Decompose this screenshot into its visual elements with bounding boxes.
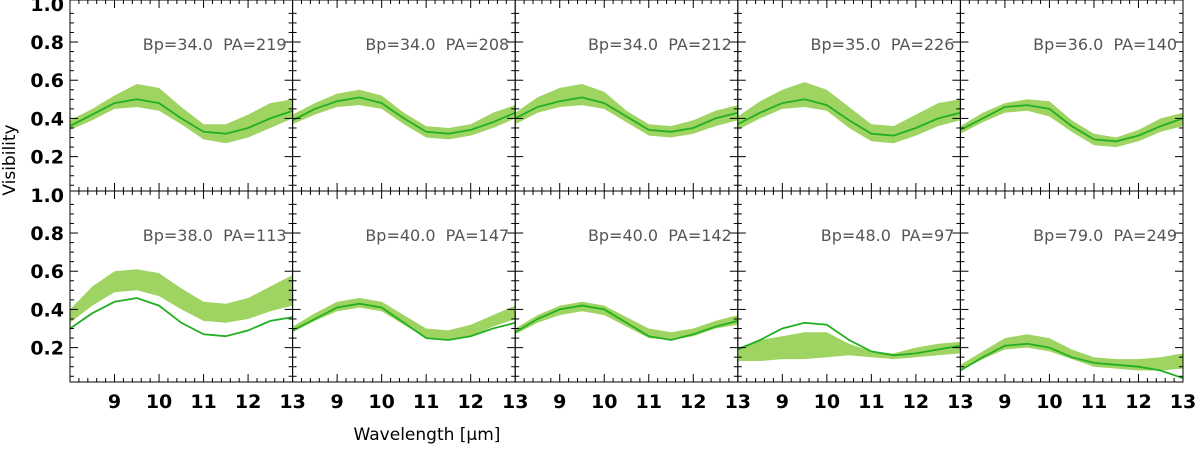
panel-10-label: Bp=79.0 PA=249 — [1033, 226, 1177, 245]
x-tick-label: 10 — [368, 391, 394, 413]
panel-1 — [69, 0, 294, 192]
x-tick-label: 11 — [636, 391, 662, 413]
panel-10-frame — [959, 190, 1184, 383]
x-tick-label: 12 — [903, 391, 929, 413]
panel-7 — [292, 190, 516, 383]
panel-2 — [292, 0, 516, 192]
x-tick-label: 13 — [947, 391, 973, 413]
x-tick-label: 11 — [1081, 391, 1107, 413]
x-tick-label: 11 — [413, 391, 439, 413]
y-tick-label: 0.2 — [30, 338, 64, 360]
panel-2-label: Bp=34.0 PA=208 — [365, 35, 509, 54]
y-tick-label: 0.4 — [30, 299, 64, 321]
x-tick-label: 13 — [279, 391, 305, 413]
panel-7-uncertainty-band — [292, 298, 516, 340]
panel-1-series-line — [69, 98, 293, 135]
x-tick-label: 11 — [858, 391, 884, 413]
x-tick-label: 13 — [725, 391, 751, 413]
panel-10 — [959, 190, 1184, 383]
panel-1-label: Bp=34.0 PA=219 — [143, 35, 287, 54]
panel-5-uncertainty-band — [960, 99, 1183, 148]
panel-6-label: Bp=38.0 PA=113 — [143, 226, 287, 245]
panel-3 — [514, 0, 739, 192]
x-tick-label: 9 — [108, 391, 121, 413]
panel-1-uncertainty-band — [70, 84, 293, 144]
panel-7-series-line — [292, 302, 516, 341]
panel-8-series-line — [514, 304, 739, 341]
y-tick-label: 0.2 — [30, 147, 64, 169]
x-tick-label: 12 — [457, 391, 483, 413]
x-tick-label: 10 — [814, 391, 840, 413]
panel-7-label: Bp=40.0 PA=147 — [365, 226, 509, 245]
panel-6 — [69, 190, 294, 383]
panel-2-series-line — [292, 96, 516, 135]
labels-layer: Bp=34.0 PA=219 Bp=34.0 PA=208 Bp=34.0 PA=2… — [30, 0, 1196, 413]
panel-5-frame — [959, 0, 1184, 192]
x-tick-label: 12 — [680, 391, 706, 413]
panel-4-label: Bp=35.0 PA=226 — [811, 35, 955, 54]
x-tick-label: 12 — [1125, 391, 1151, 413]
panel-4-series-line — [737, 98, 961, 137]
panels-layer — [69, 0, 1184, 383]
y-tick-label: 0.4 — [30, 108, 64, 130]
y-tick-label: 1.0 — [30, 185, 64, 207]
panel-3-label: Bp=34.0 PA=212 — [588, 35, 732, 54]
panel-10-uncertainty-band — [960, 334, 1183, 371]
x-tick-label: 11 — [190, 391, 216, 413]
panel-6-uncertainty-band — [70, 269, 293, 323]
y-tick-label: 1.0 — [30, 0, 64, 16]
y-axis-title: Visibility — [0, 124, 20, 195]
x-tick-label: 9 — [331, 391, 344, 413]
panel-2-frame — [292, 0, 516, 192]
y-tick-label: 0.8 — [30, 223, 64, 245]
panel-9 — [737, 190, 961, 383]
panel-8-frame — [514, 190, 739, 383]
panel-5-series-line — [959, 104, 1184, 143]
panel-8-label: Bp=40.0 PA=142 — [588, 226, 732, 245]
panel-4-uncertainty-band — [737, 82, 961, 144]
x-tick-label: 10 — [591, 391, 617, 413]
panel-3-uncertainty-band — [515, 84, 738, 138]
panel-6-series-line — [69, 297, 293, 338]
panel-5 — [959, 0, 1184, 192]
y-tick-label: 0.6 — [30, 261, 64, 283]
panel-8-uncertainty-band — [515, 301, 738, 340]
panel-8 — [514, 190, 739, 383]
x-tick-label: 13 — [1170, 391, 1196, 413]
panel-10-series-line — [959, 342, 1184, 380]
x-tick-label: 10 — [146, 391, 172, 413]
panel-7-frame — [292, 190, 516, 383]
panel-4 — [737, 0, 961, 192]
x-tick-label: 10 — [1036, 391, 1062, 413]
panel-9-label: Bp=48.0 PA=97 — [821, 226, 955, 245]
x-axis-title: Wavelength [μm] — [354, 425, 501, 445]
x-tick-label: 9 — [998, 391, 1011, 413]
panel-3-series-line — [514, 96, 739, 133]
panel-1-frame — [69, 0, 294, 192]
panel-9-uncertainty-band — [737, 332, 961, 361]
panel-5-label: Bp=36.0 PA=140 — [1033, 35, 1177, 54]
y-tick-label: 0.8 — [30, 32, 64, 54]
panel-2-uncertainty-band — [292, 89, 516, 140]
x-tick-label: 9 — [553, 391, 566, 413]
panel-9-series-line — [737, 321, 961, 357]
x-tick-label: 12 — [235, 391, 261, 413]
x-tick-label: 9 — [776, 391, 789, 413]
y-tick-label: 0.6 — [30, 70, 64, 92]
x-tick-label: 13 — [502, 391, 528, 413]
panel-4-frame — [737, 0, 961, 192]
